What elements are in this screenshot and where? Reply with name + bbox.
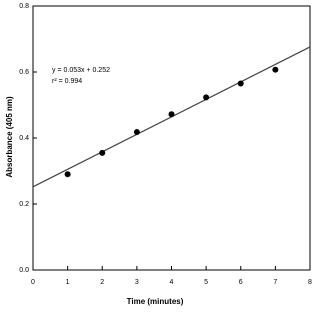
x-tick-label: 3	[135, 279, 139, 286]
x-tick-label: 0	[31, 279, 35, 286]
x-axis-title: Time (minutes)	[127, 297, 184, 306]
x-tick-label: 6	[239, 279, 243, 286]
plot-frame	[32, 5, 311, 271]
y-tick-label: 0.8	[19, 3, 29, 10]
data-point	[99, 149, 106, 156]
data-point	[133, 129, 140, 136]
data-point	[64, 171, 71, 178]
x-tick-label: 1	[66, 279, 70, 286]
x-tick-label: 7	[273, 279, 277, 286]
y-tick-label: 0.2	[19, 201, 29, 208]
y-tick-label: 0.6	[19, 69, 29, 76]
data-point	[237, 80, 244, 87]
x-tick-label: 4	[170, 279, 174, 286]
x-tick-label: 2	[100, 279, 104, 286]
annotation: y = 0.053x + 0.252	[52, 67, 110, 74]
x-tick-label: 5	[204, 279, 208, 286]
y-axis-title: Absorbance (405 nm)	[5, 96, 14, 178]
chart: Time (minutes) Absorbance (405 nm) y = 0…	[5, 3, 312, 306]
data-point	[272, 66, 279, 73]
y-tick-label: 0.0	[19, 267, 29, 274]
data-point	[203, 94, 210, 101]
x-tick-label: 8	[308, 279, 312, 286]
data-point	[168, 111, 175, 118]
annotation: r² = 0.994	[52, 78, 82, 85]
y-tick-label: 0.4	[19, 135, 29, 142]
